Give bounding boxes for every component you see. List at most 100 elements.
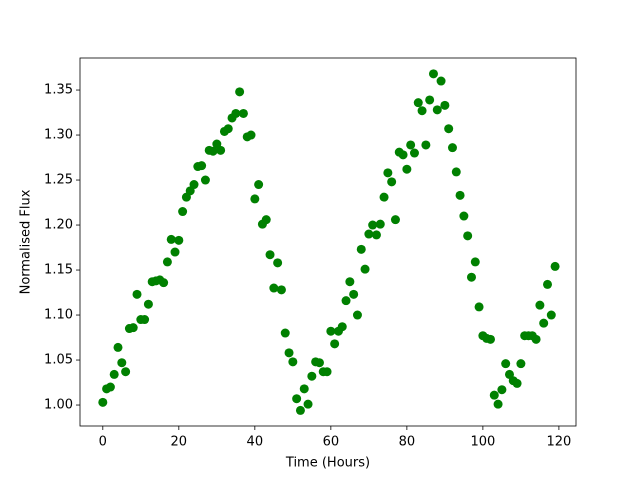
data-point: [493, 399, 503, 409]
data-point: [409, 148, 419, 158]
data-point: [485, 334, 495, 344]
data-point: [356, 244, 366, 254]
data-point: [459, 211, 469, 221]
data-point: [474, 302, 484, 312]
data-point: [539, 318, 549, 328]
data-point: [398, 150, 408, 160]
data-point: [360, 264, 370, 274]
data-point: [330, 339, 340, 349]
data-point: [341, 296, 351, 306]
data-point: [113, 342, 123, 352]
data-point: [98, 397, 108, 407]
data-point: [303, 399, 313, 409]
data-point: [417, 106, 427, 116]
data-point: [383, 168, 393, 178]
data-point: [447, 143, 457, 153]
y-tick-label: 1.10: [44, 308, 73, 323]
data-point: [326, 326, 336, 336]
data-point: [444, 124, 454, 134]
data-point: [364, 229, 374, 239]
data-point: [497, 385, 507, 395]
x-tick-label: 120: [546, 435, 571, 450]
data-point: [231, 108, 241, 118]
data-point: [109, 369, 119, 379]
data-point: [174, 235, 184, 245]
data-point: [269, 283, 279, 293]
data-point: [531, 334, 541, 344]
data-point: [178, 207, 188, 217]
data-point: [440, 100, 450, 110]
data-point: [189, 180, 199, 190]
data-point: [238, 108, 248, 118]
data-point: [246, 130, 256, 140]
data-point: [501, 359, 511, 369]
data-point: [284, 348, 294, 358]
data-point: [368, 220, 378, 230]
data-point: [421, 140, 431, 150]
x-tick-label: 20: [171, 435, 188, 450]
y-axis-label: Normalised Flux: [19, 189, 34, 294]
data-point: [216, 145, 226, 155]
y-tick-label: 1.05: [44, 353, 73, 368]
x-tick-label: 80: [399, 435, 416, 450]
data-point: [345, 277, 355, 287]
data-point: [235, 87, 245, 97]
data-point: [337, 322, 347, 332]
data-point: [265, 250, 275, 260]
data-point: [250, 194, 260, 204]
data-point: [352, 310, 362, 320]
x-tick-label: 60: [323, 435, 340, 450]
data-point: [428, 69, 438, 79]
data-point: [542, 279, 552, 289]
data-point: [406, 140, 416, 150]
data-point: [162, 257, 172, 267]
y-tick-label: 1.30: [44, 128, 73, 143]
y-tick-label: 1.35: [44, 83, 73, 98]
data-point: [425, 95, 435, 105]
data-point: [413, 98, 423, 108]
data-point: [166, 234, 176, 244]
data-point: [280, 328, 290, 338]
data-point: [390, 215, 400, 225]
data-point: [375, 219, 385, 229]
data-point: [314, 358, 324, 368]
data-point: [307, 371, 317, 381]
data-point: [535, 300, 545, 310]
data-point: [349, 289, 359, 299]
data-point: [322, 367, 332, 377]
y-tick-label: 1.20: [44, 218, 73, 233]
data-point: [512, 378, 522, 388]
data-point: [299, 384, 309, 394]
y-tick-label: 1.00: [44, 398, 73, 413]
data-point: [254, 180, 264, 190]
y-tick-label: 1.15: [44, 263, 73, 278]
data-point: [455, 190, 465, 200]
axes-frame: [79, 57, 577, 427]
data-point: [379, 192, 389, 202]
data-point: [550, 261, 560, 271]
data-point: [387, 177, 397, 187]
data-point: [132, 289, 142, 299]
data-point: [121, 367, 131, 377]
data-point: [436, 76, 446, 86]
x-tick-label: 40: [247, 435, 264, 450]
data-point: [371, 230, 381, 240]
data-point: [223, 124, 233, 134]
data-point: [170, 247, 180, 257]
data-point: [432, 105, 442, 115]
data-point: [159, 278, 169, 288]
data-point: [117, 358, 127, 368]
data-point: [143, 299, 153, 309]
data-point: [466, 272, 476, 282]
data-point: [140, 315, 150, 325]
data-point: [261, 215, 271, 225]
data-point: [463, 231, 473, 241]
data-point: [288, 357, 298, 367]
data-point: [128, 323, 138, 333]
data-point: [273, 258, 283, 268]
data-point: [489, 390, 499, 400]
x-tick-label: 0: [99, 435, 107, 450]
